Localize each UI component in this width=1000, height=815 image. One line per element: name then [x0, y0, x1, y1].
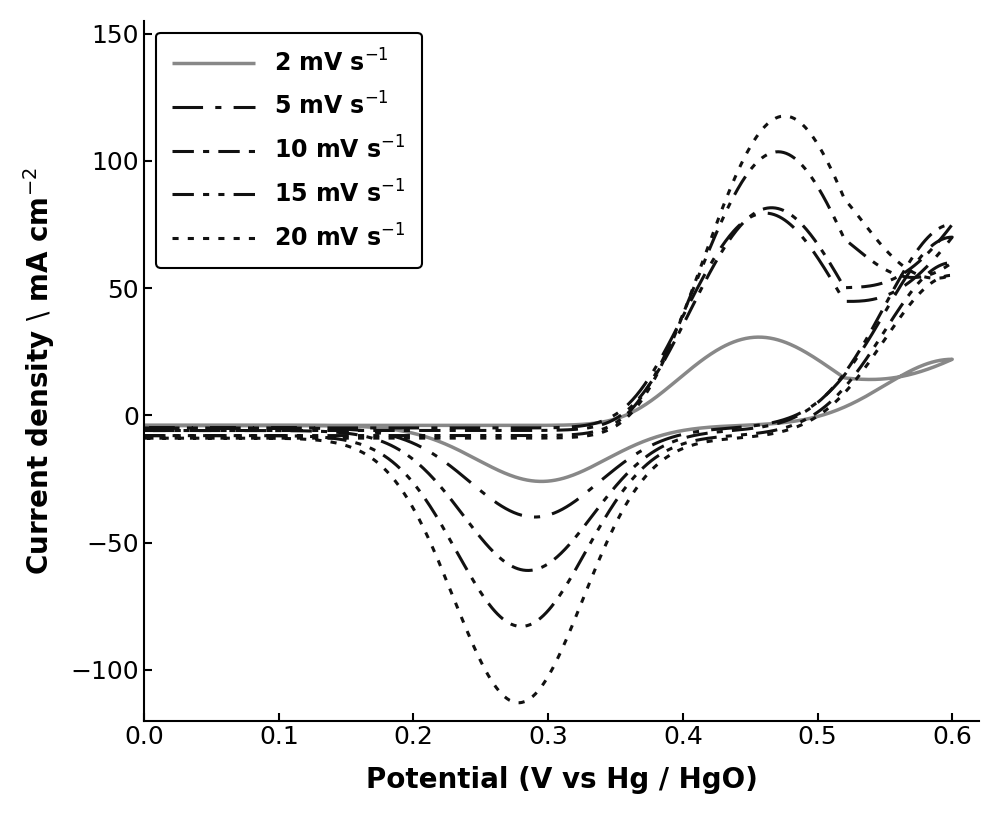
2 mV s$^{-1}$ — [744, 333, 756, 342]
10 mV s$^{-1}$ — [138, 425, 150, 435]
5 mV s$^{-1}$ — [744, 213, 756, 222]
Y-axis label: Current density $\backslash$ mA cm$^{-2}$: Current density $\backslash$ mA cm$^{-2}… — [21, 167, 57, 575]
20 mV s$^{-1}$ — [138, 434, 150, 443]
10 mV s$^{-1}$ — [396, 425, 408, 435]
5 mV s$^{-1}$ — [350, 425, 362, 434]
10 mV s$^{-1}$ — [523, 566, 535, 575]
Line: 10 mV s$^{-1}$: 10 mV s$^{-1}$ — [144, 208, 952, 570]
Legend: 2 mV s$^{-1}$, 5 mV s$^{-1}$, 10 mV s$^{-1}$, 15 mV s$^{-1}$, 20 mV s$^{-1}$: 2 mV s$^{-1}$, 5 mV s$^{-1}$, 10 mV s$^{… — [156, 33, 422, 268]
20 mV s$^{-1}$ — [513, 698, 525, 707]
10 mV s$^{-1}$ — [350, 430, 362, 439]
2 mV s$^{-1}$ — [138, 421, 150, 430]
5 mV s$^{-1}$ — [759, 208, 771, 218]
15 mV s$^{-1}$ — [138, 431, 150, 441]
15 mV s$^{-1}$ — [138, 431, 150, 441]
15 mV s$^{-1}$ — [744, 165, 756, 175]
Line: 15 mV s$^{-1}$: 15 mV s$^{-1}$ — [144, 152, 952, 627]
Line: 5 mV s$^{-1}$: 5 mV s$^{-1}$ — [144, 213, 952, 517]
5 mV s$^{-1}$ — [566, 499, 578, 509]
2 mV s$^{-1}$ — [753, 333, 765, 342]
20 mV s$^{-1}$ — [744, 143, 756, 152]
2 mV s$^{-1}$ — [138, 421, 150, 430]
5 mV s$^{-1}$ — [528, 512, 540, 522]
15 mV s$^{-1}$ — [772, 147, 784, 156]
20 mV s$^{-1}$ — [350, 444, 362, 454]
10 mV s$^{-1}$ — [566, 537, 578, 547]
20 mV s$^{-1}$ — [779, 111, 791, 121]
15 mV s$^{-1}$ — [350, 438, 362, 447]
10 mV s$^{-1}$ — [894, 274, 906, 284]
20 mV s$^{-1}$ — [396, 434, 408, 443]
Line: 2 mV s$^{-1}$: 2 mV s$^{-1}$ — [144, 337, 952, 482]
10 mV s$^{-1}$ — [138, 425, 150, 435]
15 mV s$^{-1}$ — [566, 571, 578, 581]
X-axis label: Potential (V vs Hg / HgO): Potential (V vs Hg / HgO) — [366, 766, 758, 794]
10 mV s$^{-1}$ — [664, 438, 676, 447]
10 mV s$^{-1}$ — [744, 212, 756, 222]
5 mV s$^{-1}$ — [664, 433, 676, 443]
15 mV s$^{-1}$ — [664, 444, 676, 454]
2 mV s$^{-1}$ — [396, 421, 408, 430]
5 mV s$^{-1}$ — [894, 283, 906, 293]
5 mV s$^{-1}$ — [396, 423, 408, 433]
2 mV s$^{-1}$ — [566, 471, 578, 481]
5 mV s$^{-1}$ — [138, 423, 150, 433]
15 mV s$^{-1}$ — [894, 303, 906, 313]
15 mV s$^{-1}$ — [396, 431, 408, 441]
20 mV s$^{-1}$ — [138, 434, 150, 443]
20 mV s$^{-1}$ — [664, 450, 676, 460]
2 mV s$^{-1}$ — [535, 477, 547, 487]
2 mV s$^{-1}$ — [664, 428, 676, 438]
10 mV s$^{-1}$ — [765, 203, 777, 213]
Line: 20 mV s$^{-1}$: 20 mV s$^{-1}$ — [144, 116, 952, 703]
2 mV s$^{-1}$ — [350, 421, 362, 431]
5 mV s$^{-1}$ — [138, 423, 150, 433]
15 mV s$^{-1}$ — [516, 622, 528, 632]
2 mV s$^{-1}$ — [894, 372, 906, 381]
20 mV s$^{-1}$ — [894, 313, 906, 323]
20 mV s$^{-1}$ — [566, 622, 578, 632]
